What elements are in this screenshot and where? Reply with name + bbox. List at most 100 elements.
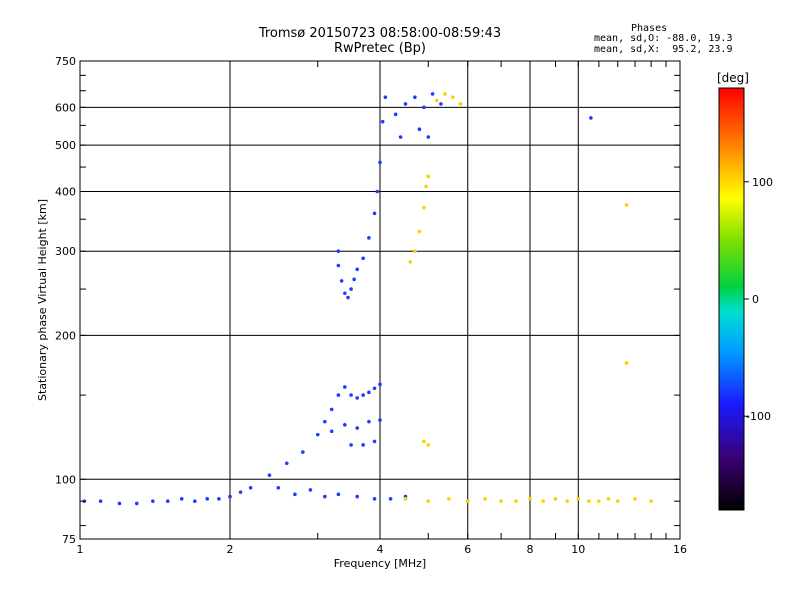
data-point-x <box>417 229 422 234</box>
data-point-o <box>372 439 377 444</box>
data-point-x <box>458 102 463 106</box>
y-axis-label: Stationary phase Virtual Height [km] <box>36 199 49 401</box>
annotation-x-stats: mean, sd,X: 95.2, 23.9 <box>594 44 733 55</box>
data-point-o <box>361 393 365 397</box>
data-point-o <box>228 494 232 499</box>
data-point-o <box>413 95 417 99</box>
y-tick-label: 500 <box>55 139 76 152</box>
data-point-x <box>624 361 629 365</box>
data-point-o <box>293 492 297 497</box>
data-point-x <box>499 499 503 503</box>
data-point-o <box>343 385 347 389</box>
data-point-o <box>417 127 422 131</box>
data-point-x <box>408 260 413 264</box>
grid-lines <box>80 61 680 539</box>
data-point-o <box>403 102 408 106</box>
data-point-x <box>426 443 431 447</box>
x-tick-label: 8 <box>527 543 534 556</box>
data-point-x <box>443 92 447 96</box>
data-point-o <box>352 277 356 282</box>
data-point-o <box>426 135 431 139</box>
data-point-o <box>375 189 380 194</box>
x-tick-label: 1 <box>77 543 84 556</box>
data-point-x <box>426 174 431 179</box>
data-point-x <box>576 497 581 501</box>
data-point-x <box>615 499 620 503</box>
data-point-o <box>329 407 334 412</box>
data-point-o <box>205 497 209 501</box>
data-point-o <box>378 382 382 387</box>
data-point-o <box>343 291 347 296</box>
data-point-x <box>553 497 558 501</box>
data-point-o <box>383 95 388 99</box>
data-point-o <box>372 497 377 501</box>
data-point-o <box>301 450 305 454</box>
y-tick-label: 300 <box>55 245 76 258</box>
data-point-x <box>413 249 417 254</box>
data-point-o <box>349 443 353 447</box>
data-point-x <box>426 499 431 503</box>
data-point-o <box>372 211 377 216</box>
y-tick-label: 100 <box>55 473 76 486</box>
data-point-o <box>329 429 334 434</box>
data-point-o <box>336 263 341 268</box>
data-point-o <box>355 396 359 400</box>
data-point-x <box>528 497 532 501</box>
data-point-o <box>367 419 371 424</box>
data-point-o <box>355 494 359 499</box>
data-point-o <box>422 105 426 110</box>
data-point-o <box>151 499 155 503</box>
data-point-x <box>451 95 455 99</box>
x-tick-label: 2 <box>227 543 234 556</box>
data-point-o <box>179 497 184 501</box>
data-point-o <box>134 501 139 506</box>
colorbar-ticks: 100 0 -100 <box>744 176 773 423</box>
data-points <box>82 92 653 506</box>
data-point-x <box>633 497 637 501</box>
data-point-o <box>336 249 341 254</box>
data-point-o <box>315 432 320 437</box>
colorbar-label: [deg] <box>717 71 749 85</box>
colorbar-tick-label: 100 <box>752 176 773 189</box>
colorbar-tick-label: -100 <box>746 410 771 423</box>
data-point-o <box>367 390 371 395</box>
data-point-x <box>422 205 426 210</box>
data-point-o <box>398 135 403 139</box>
data-point-o <box>193 499 197 503</box>
data-point-x <box>514 499 518 503</box>
data-point-o <box>165 499 170 503</box>
data-point-o <box>380 119 385 124</box>
data-point-o <box>248 485 253 490</box>
x-tick-label: 10 <box>571 543 585 556</box>
data-point-o <box>308 488 313 492</box>
data-point-o <box>439 102 443 106</box>
data-point-x <box>649 499 653 503</box>
y-tick-label: 750 <box>55 55 76 68</box>
data-point-o <box>361 256 365 261</box>
data-point-x <box>447 497 451 501</box>
data-point-o <box>217 497 221 501</box>
data-point-o <box>346 295 350 300</box>
data-point-o <box>393 112 398 117</box>
data-point-o <box>372 386 377 391</box>
data-point-o <box>378 418 382 422</box>
data-point-o <box>117 501 122 506</box>
data-point-o <box>284 461 289 466</box>
data-point-x <box>597 499 601 503</box>
x-axis-ticks: 1 2 4 6 8 10 16 <box>77 61 687 556</box>
data-point-x <box>424 184 428 189</box>
y-tick-label: 200 <box>55 329 76 342</box>
chart-subtitle: RwPretec (Bp) <box>333 41 427 56</box>
y-axis-ticks: 75 100 200 300 400 500 600 750 <box>55 55 680 546</box>
data-point-x <box>434 98 439 103</box>
x-tick-label: 4 <box>377 543 384 556</box>
data-point-o <box>238 490 243 494</box>
data-point-x <box>565 499 569 503</box>
data-point-o <box>323 419 327 424</box>
chart-title: Tromsø 20150723 08:58:00-08:59:43 <box>258 26 502 41</box>
y-tick-label: 400 <box>55 185 76 198</box>
annotation-o-stats: mean, sd,O: -88.0, 19.3 <box>594 33 733 44</box>
data-point-o <box>323 494 327 499</box>
colorbar-tick-label: 0 <box>752 293 759 306</box>
